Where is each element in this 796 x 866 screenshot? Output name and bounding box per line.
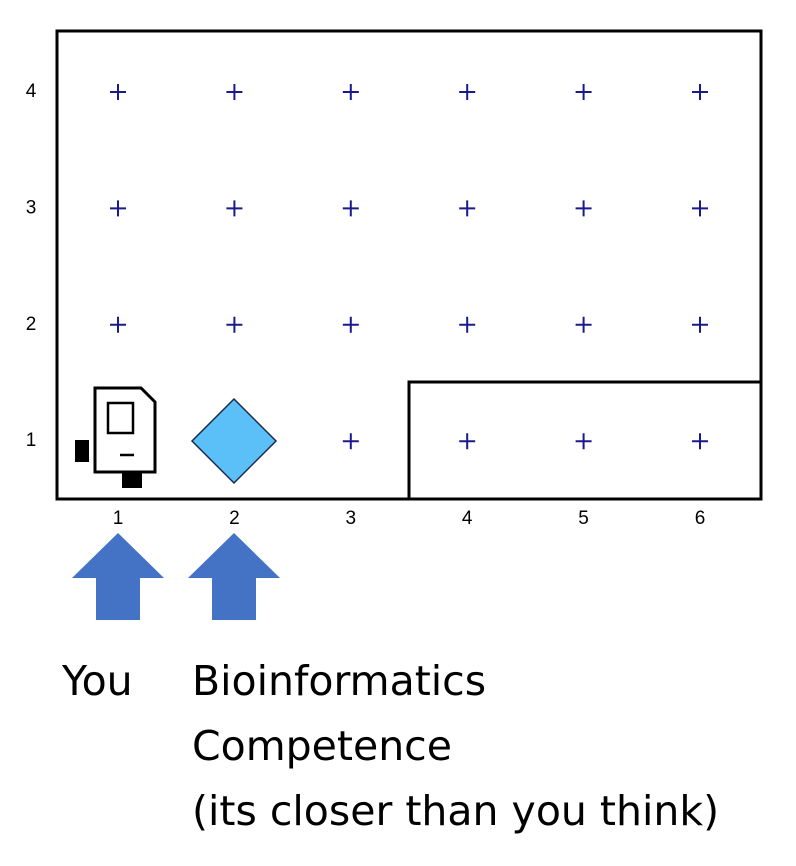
corner-cross (575, 84, 592, 100)
column-label: 5 (578, 508, 589, 529)
column-label: 4 (462, 508, 473, 529)
corner-cross (692, 84, 708, 100)
arrow-target (188, 533, 280, 620)
column-label: 6 (695, 508, 706, 529)
robot-foot (122, 472, 142, 488)
robot-screen (106, 401, 135, 435)
corner-cross (226, 316, 243, 333)
corner-cross (692, 433, 708, 450)
caption-target: Competence (192, 722, 452, 770)
caption-target: Bioinformatics (192, 657, 486, 705)
row-label: 4 (26, 81, 37, 102)
corner-cross (342, 433, 359, 450)
row-label: 2 (26, 314, 37, 335)
corner-markers (110, 84, 708, 450)
wall (407, 380, 761, 499)
corner-cross (459, 316, 476, 333)
karel-robot (75, 386, 157, 488)
column-label: 1 (113, 508, 124, 529)
column-label: 2 (229, 508, 240, 529)
corner-cross (459, 200, 476, 217)
row-label: 3 (26, 197, 37, 218)
robot-foot (75, 440, 89, 462)
corner-cross (226, 84, 243, 100)
caption-you: You (61, 657, 133, 705)
corner-cross (459, 84, 476, 100)
corner-cross (110, 316, 126, 333)
corner-cross (575, 316, 592, 333)
column-label: 3 (346, 508, 357, 529)
corner-cross (692, 316, 708, 333)
corner-cross (226, 200, 243, 217)
corner-cross (110, 200, 126, 217)
axis-labels: 1 2 3 4 5 6 4 3 2 1 (26, 81, 706, 529)
corner-cross (342, 84, 359, 100)
beeper (190, 397, 278, 485)
corner-cross (575, 200, 592, 217)
corner-cross (459, 433, 476, 450)
corner-cross (692, 200, 708, 217)
corner-cross (342, 316, 359, 333)
caption-target: (its closer than you think) (192, 787, 719, 835)
corner-cross (342, 200, 359, 217)
corner-cross (110, 84, 126, 100)
arrow-you (72, 533, 164, 620)
corner-cross (575, 433, 592, 450)
row-label: 1 (26, 430, 37, 451)
